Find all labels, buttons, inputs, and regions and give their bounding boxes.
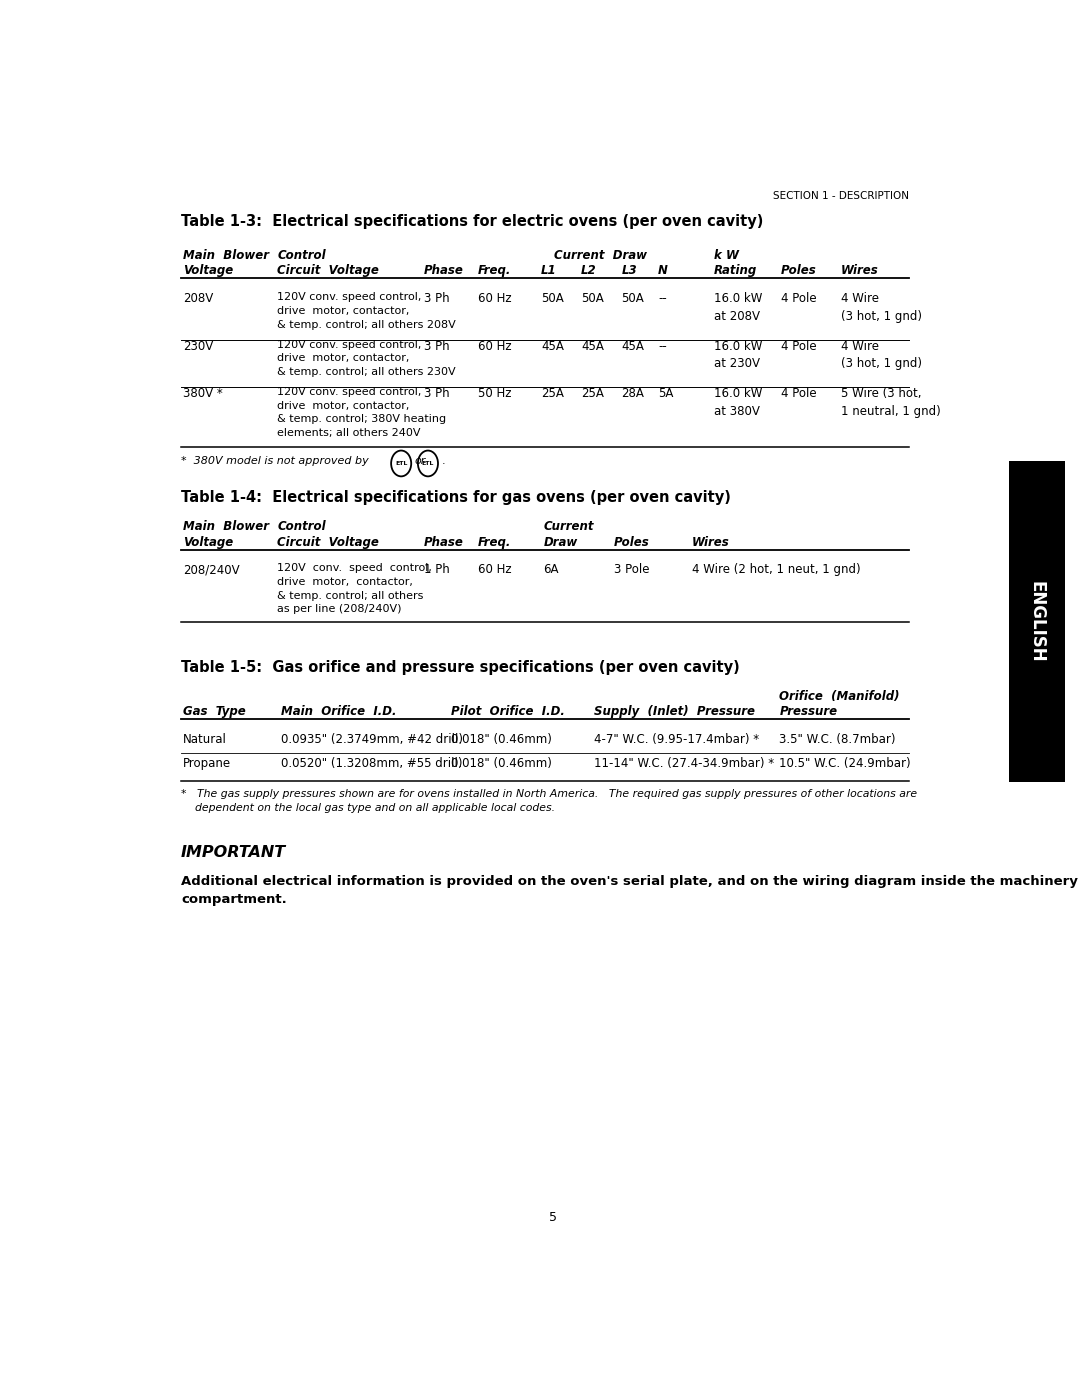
Text: 50A: 50A [541,292,564,306]
Text: 0.0935" (2.3749mm, #42 drill): 0.0935" (2.3749mm, #42 drill) [282,733,463,746]
Text: 50 Hz: 50 Hz [478,387,512,400]
Text: 4 Pole: 4 Pole [781,339,816,353]
Text: Current  Draw: Current Draw [554,250,647,263]
Text: Supply  (Inlet)  Pressure: Supply (Inlet) Pressure [594,705,755,718]
Text: 28A: 28A [621,387,644,400]
Text: 45A: 45A [621,339,644,353]
Text: 5 Wire (3 hot,
1 neutral, 1 gnd): 5 Wire (3 hot, 1 neutral, 1 gnd) [840,387,941,418]
Text: Main  Blower: Main Blower [183,521,269,534]
Text: 3 Ph: 3 Ph [423,292,449,306]
Text: or: or [415,455,426,467]
Text: 380V *: 380V * [183,387,222,400]
Text: 45A: 45A [541,339,564,353]
Text: 5A: 5A [658,387,674,400]
Text: 3.5" W.C. (8.7mbar): 3.5" W.C. (8.7mbar) [780,733,896,746]
Text: 25A: 25A [581,387,604,400]
Text: Control: Control [278,521,326,534]
Text: 45A: 45A [581,339,604,353]
Text: Propane: Propane [183,757,231,770]
Text: 11-14" W.C. (27.4-34.9mbar) *: 11-14" W.C. (27.4-34.9mbar) * [594,757,773,770]
Text: Freq.: Freq. [478,264,512,278]
Text: Control: Control [278,250,326,263]
Text: L2: L2 [581,264,597,278]
Text: Table 1-4:  Electrical specifications for gas ovens (per oven cavity): Table 1-4: Electrical specifications for… [181,490,731,506]
Text: 208/240V: 208/240V [183,563,240,577]
Text: ENGLISH: ENGLISH [1028,581,1045,662]
Text: 120V conv. speed control,
drive  motor, contactor,
& temp. control; 380V heating: 120V conv. speed control, drive motor, c… [278,387,446,437]
Text: 4 Pole: 4 Pole [781,292,816,306]
Text: 4-7" W.C. (9.95-17.4mbar) *: 4-7" W.C. (9.95-17.4mbar) * [594,733,759,746]
Text: 60 Hz: 60 Hz [478,292,512,306]
Text: 10.5" W.C. (24.9mbar): 10.5" W.C. (24.9mbar) [780,757,912,770]
Text: 4 Wire
(3 hot, 1 gnd): 4 Wire (3 hot, 1 gnd) [840,292,921,323]
Text: Table 1-5:  Gas orifice and pressure specifications (per oven cavity): Table 1-5: Gas orifice and pressure spec… [181,661,740,675]
Text: 0.018" (0.46mm): 0.018" (0.46mm) [451,733,552,746]
Text: 3 Pole: 3 Pole [613,563,649,577]
Text: Main  Orifice  I.D.: Main Orifice I.D. [282,705,397,718]
Text: Poles: Poles [781,264,816,278]
Text: L1: L1 [541,264,556,278]
Text: 16.0 kW
at 230V: 16.0 kW at 230V [714,339,762,370]
Text: 50A: 50A [581,292,604,306]
Text: L3: L3 [621,264,637,278]
Text: Table 1-3:  Electrical specifications for electric ovens (per oven cavity): Table 1-3: Electrical specifications for… [181,214,764,229]
Text: .: . [442,455,445,467]
Text: Draw: Draw [543,535,578,549]
Text: Pressure: Pressure [780,705,838,718]
Text: 25A: 25A [541,387,564,400]
Text: Gas  Type: Gas Type [183,705,245,718]
Text: k W: k W [714,250,739,263]
Text: 3 Ph: 3 Ph [423,387,449,400]
Text: Circuit  Voltage: Circuit Voltage [278,264,379,278]
Text: Voltage: Voltage [183,264,233,278]
Text: Natural: Natural [183,733,227,746]
Text: 1 Ph: 1 Ph [423,563,449,577]
Text: 4 Pole: 4 Pole [781,387,816,400]
Text: Current: Current [543,521,594,534]
Text: 60 Hz: 60 Hz [478,339,512,353]
Text: 5: 5 [550,1211,557,1224]
Text: Additional electrical information is provided on the oven's serial plate, and on: Additional electrical information is pro… [181,876,1078,907]
Text: ETL: ETL [422,461,434,467]
Text: IMPORTANT: IMPORTANT [181,845,286,861]
Text: Rating: Rating [714,264,757,278]
Text: 6A: 6A [543,563,559,577]
Text: Phase: Phase [423,535,463,549]
Text: ETL: ETL [395,461,407,467]
Text: Wires: Wires [691,535,729,549]
Text: 60 Hz: 60 Hz [478,563,512,577]
Text: *   The gas supply pressures shown are for ovens installed in North America.   T: * The gas supply pressures shown are for… [181,789,917,813]
Text: N: N [658,264,669,278]
Text: --: -- [658,339,666,353]
Text: Main  Blower: Main Blower [183,250,269,263]
Text: Poles: Poles [613,535,649,549]
Text: 0.018" (0.46mm): 0.018" (0.46mm) [451,757,552,770]
Text: 120V  conv.  speed  control,
drive  motor,  contactor,
& temp. control; all othe: 120V conv. speed control, drive motor, c… [278,563,432,615]
Text: 208V: 208V [183,292,213,306]
Text: Pilot  Orifice  I.D.: Pilot Orifice I.D. [451,705,565,718]
Text: 120V conv. speed control,
drive  motor, contactor,
& temp. control; all others 2: 120V conv. speed control, drive motor, c… [278,339,456,377]
Text: 4 Wire (2 hot, 1 neut, 1 gnd): 4 Wire (2 hot, 1 neut, 1 gnd) [691,563,861,577]
Text: Wires: Wires [840,264,878,278]
Text: --: -- [658,292,666,306]
Text: 4 Wire
(3 hot, 1 gnd): 4 Wire (3 hot, 1 gnd) [840,339,921,370]
Text: 230V: 230V [183,339,213,353]
Text: Freq.: Freq. [478,535,512,549]
Text: SECTION 1 - DESCRIPTION: SECTION 1 - DESCRIPTION [773,191,909,201]
Text: Orifice  (Manifold): Orifice (Manifold) [780,690,900,704]
Text: 50A: 50A [621,292,644,306]
Text: 120V conv. speed control,
drive  motor, contactor,
& temp. control; all others 2: 120V conv. speed control, drive motor, c… [278,292,456,330]
Text: *  380V model is not approved by: * 380V model is not approved by [181,455,368,467]
Text: Phase: Phase [423,264,463,278]
Text: 0.0520" (1.3208mm, #55 drill): 0.0520" (1.3208mm, #55 drill) [282,757,463,770]
Text: 16.0 kW
at 380V: 16.0 kW at 380V [714,387,762,418]
Text: 16.0 kW
at 208V: 16.0 kW at 208V [714,292,762,323]
Text: Circuit  Voltage: Circuit Voltage [278,535,379,549]
Text: 3 Ph: 3 Ph [423,339,449,353]
Text: Voltage: Voltage [183,535,233,549]
